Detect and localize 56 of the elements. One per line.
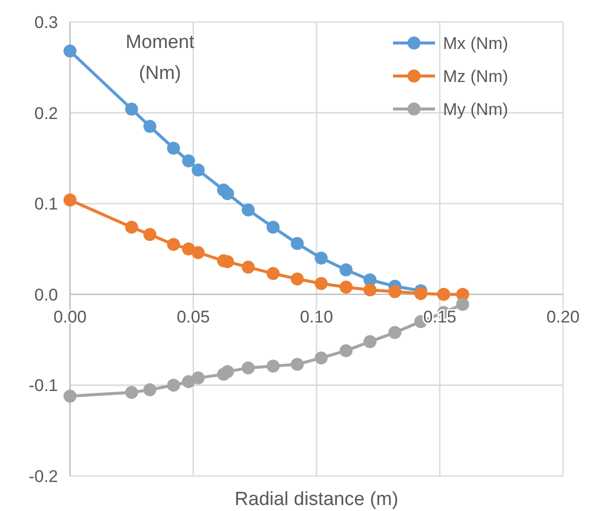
point: [414, 286, 428, 300]
point: [388, 285, 402, 298]
x-axis-title: Radial distance (m): [234, 489, 398, 510]
point: [221, 187, 234, 200]
point: [182, 154, 196, 168]
point: [363, 335, 376, 348]
point: [64, 390, 76, 403]
point: [266, 267, 280, 280]
y-tick-label: 0.0: [34, 285, 58, 304]
point: [314, 252, 328, 265]
point: [242, 260, 255, 274]
point: [64, 44, 76, 58]
point: [125, 102, 138, 116]
point: [167, 378, 180, 392]
x-tick-label: 0.10: [300, 307, 334, 326]
point: [340, 263, 353, 276]
point: [314, 351, 328, 364]
point: [290, 358, 304, 371]
point: [363, 283, 376, 296]
point: [192, 371, 205, 384]
point: [167, 142, 180, 155]
point: [167, 238, 180, 251]
x-tick-label: 0.20: [546, 307, 580, 326]
point: [266, 360, 280, 373]
point: [290, 272, 304, 286]
point: [266, 220, 280, 234]
point: [290, 237, 304, 250]
x-tick-label: 0.00: [53, 307, 87, 326]
point: [143, 120, 156, 133]
point: [314, 277, 328, 290]
point: [125, 386, 138, 399]
y-tick-label: -0.1: [28, 376, 58, 396]
point: [388, 326, 402, 340]
point: [143, 383, 156, 396]
point: [437, 288, 450, 301]
x-tick-label: 0.15: [423, 307, 456, 326]
point: [340, 344, 353, 358]
legend-label: Mx (Nm): [443, 34, 508, 53]
y-tick-label: 0.2: [34, 104, 58, 123]
legend-label: My (Nm): [443, 100, 508, 119]
point: [242, 203, 255, 216]
point: [125, 220, 138, 234]
point: [64, 193, 76, 206]
x-tick-label: 0.05: [176, 307, 210, 326]
point: [242, 361, 255, 374]
point: [221, 365, 234, 378]
point: [192, 246, 205, 260]
point: [456, 298, 470, 311]
y-tick-label: 0.3: [34, 12, 58, 32]
y-tick-label: -0.2: [28, 466, 58, 486]
y-axis-title: Moment (Nm): [126, 32, 196, 84]
y-tick-label: 0.1: [34, 194, 58, 214]
point: [143, 228, 156, 241]
point: [192, 164, 205, 177]
legend-label: Mz (Nm): [443, 66, 508, 86]
point: [340, 280, 353, 294]
